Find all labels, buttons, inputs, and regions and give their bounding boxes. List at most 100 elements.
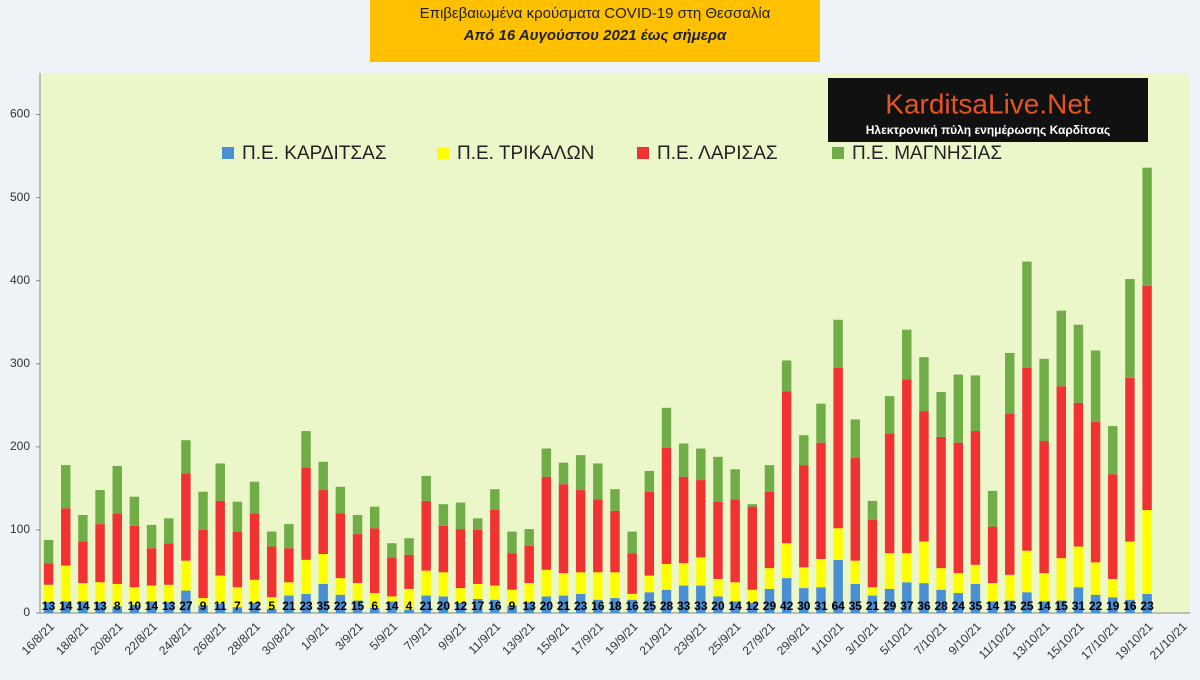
bar-segment [696, 480, 706, 558]
bar-segment [644, 491, 655, 576]
bar-segment [490, 599, 500, 613]
bar-segment [575, 593, 586, 613]
bar-segment [627, 593, 637, 600]
bar-segment [781, 391, 792, 544]
bar-segment [404, 554, 414, 589]
bar-segment [610, 510, 620, 573]
bar-segment [301, 559, 311, 594]
bar-segment [1090, 594, 1101, 613]
bar-segment [1142, 167, 1152, 286]
bar-segment [833, 319, 843, 368]
bar-segment [129, 604, 140, 613]
bar-segment [352, 534, 363, 584]
logo-box [828, 78, 1148, 142]
bar-segment [146, 524, 157, 549]
bar-segment [43, 539, 54, 564]
bar-segment [284, 595, 294, 613]
bar-segment [1142, 593, 1152, 613]
bar-segment [455, 529, 466, 589]
bar-segment [1056, 600, 1066, 613]
bar-segment [919, 583, 929, 613]
bar-segment [867, 500, 878, 520]
bar-segment [593, 572, 603, 600]
y-tick-label: 300 [10, 356, 30, 370]
data-label: 23 [1140, 599, 1154, 613]
bar-segment [61, 565, 71, 602]
bar-segment [661, 563, 672, 590]
logo-text: KarditsaLive.Net [885, 88, 1091, 119]
bar-segment [1142, 285, 1152, 510]
bar-segment [181, 473, 191, 561]
bar-segment [816, 559, 826, 588]
bar-segment [730, 582, 740, 602]
bar-segment [1090, 421, 1101, 563]
bar-segment [318, 583, 328, 613]
bar-segment [558, 595, 569, 613]
data-label: 35 [317, 599, 331, 613]
bar-segment [438, 572, 449, 597]
bar-segment [335, 594, 346, 613]
data-label: 13 [42, 599, 56, 613]
bar-segment [713, 578, 723, 597]
data-label: 21 [420, 599, 434, 613]
bar-segment [146, 585, 157, 602]
bar-segment [472, 529, 483, 584]
bar-segment [387, 557, 397, 597]
bar-segment [593, 463, 603, 500]
bar-segment [490, 509, 500, 586]
data-label: 21 [866, 599, 880, 613]
data-label: 31 [814, 599, 828, 613]
bar-segment [1125, 279, 1135, 378]
bar-segment [764, 568, 775, 589]
bar-segment [524, 602, 534, 613]
data-label: 11 [214, 599, 227, 613]
bar-segment [421, 570, 431, 596]
data-label: 4 [406, 599, 413, 613]
bar-segment [833, 528, 843, 560]
bar-segment [884, 588, 895, 613]
bar-segment [164, 584, 174, 603]
y-tick-label: 600 [10, 107, 30, 121]
bar-segment [541, 476, 552, 570]
data-label: 25 [1020, 599, 1034, 613]
bar-segment [78, 514, 88, 542]
bar-segment [850, 583, 861, 613]
bar-segment [1005, 352, 1015, 414]
bar-segment [507, 553, 517, 590]
data-label: 36 [917, 599, 931, 613]
data-label: 9 [200, 599, 207, 613]
bar-segment [61, 465, 71, 509]
bar-segment [747, 589, 758, 604]
bar-segment [610, 489, 620, 511]
bar-segment [352, 514, 363, 535]
bar-segment [215, 463, 225, 501]
legend-label: Π.Ε. ΚΑΡΔΙΤΣΑΣ [242, 143, 387, 164]
bar-segment [1022, 550, 1032, 593]
bar-segment [301, 467, 311, 560]
bar-segment [816, 442, 826, 559]
data-label: 13 [93, 599, 107, 613]
bar-segment [404, 588, 414, 610]
bar-segment [1073, 546, 1084, 588]
bar-segment [438, 504, 449, 526]
bar-segment [335, 486, 346, 514]
bar-segment [266, 531, 277, 547]
data-label: 29 [763, 599, 777, 613]
data-label: 30 [797, 599, 811, 613]
bar-segment [1125, 599, 1135, 613]
bar-segment [524, 583, 534, 603]
bar-segment [421, 500, 431, 571]
legend-label: Π.Ε. ΜΑΓΝΗΣΙΑΣ [852, 143, 1002, 164]
bar-segment [781, 360, 792, 392]
bar-segment [919, 411, 929, 542]
bar-segment [472, 518, 483, 530]
bar-segment [112, 513, 122, 584]
bar-segment [953, 573, 964, 594]
bar-segment [1005, 413, 1015, 575]
bar-segment [112, 465, 122, 514]
bar-segment [1039, 601, 1049, 613]
bar-segment [610, 598, 620, 613]
bar-segment [369, 506, 380, 529]
bar-segment [970, 564, 981, 584]
bar-segment [181, 590, 191, 613]
